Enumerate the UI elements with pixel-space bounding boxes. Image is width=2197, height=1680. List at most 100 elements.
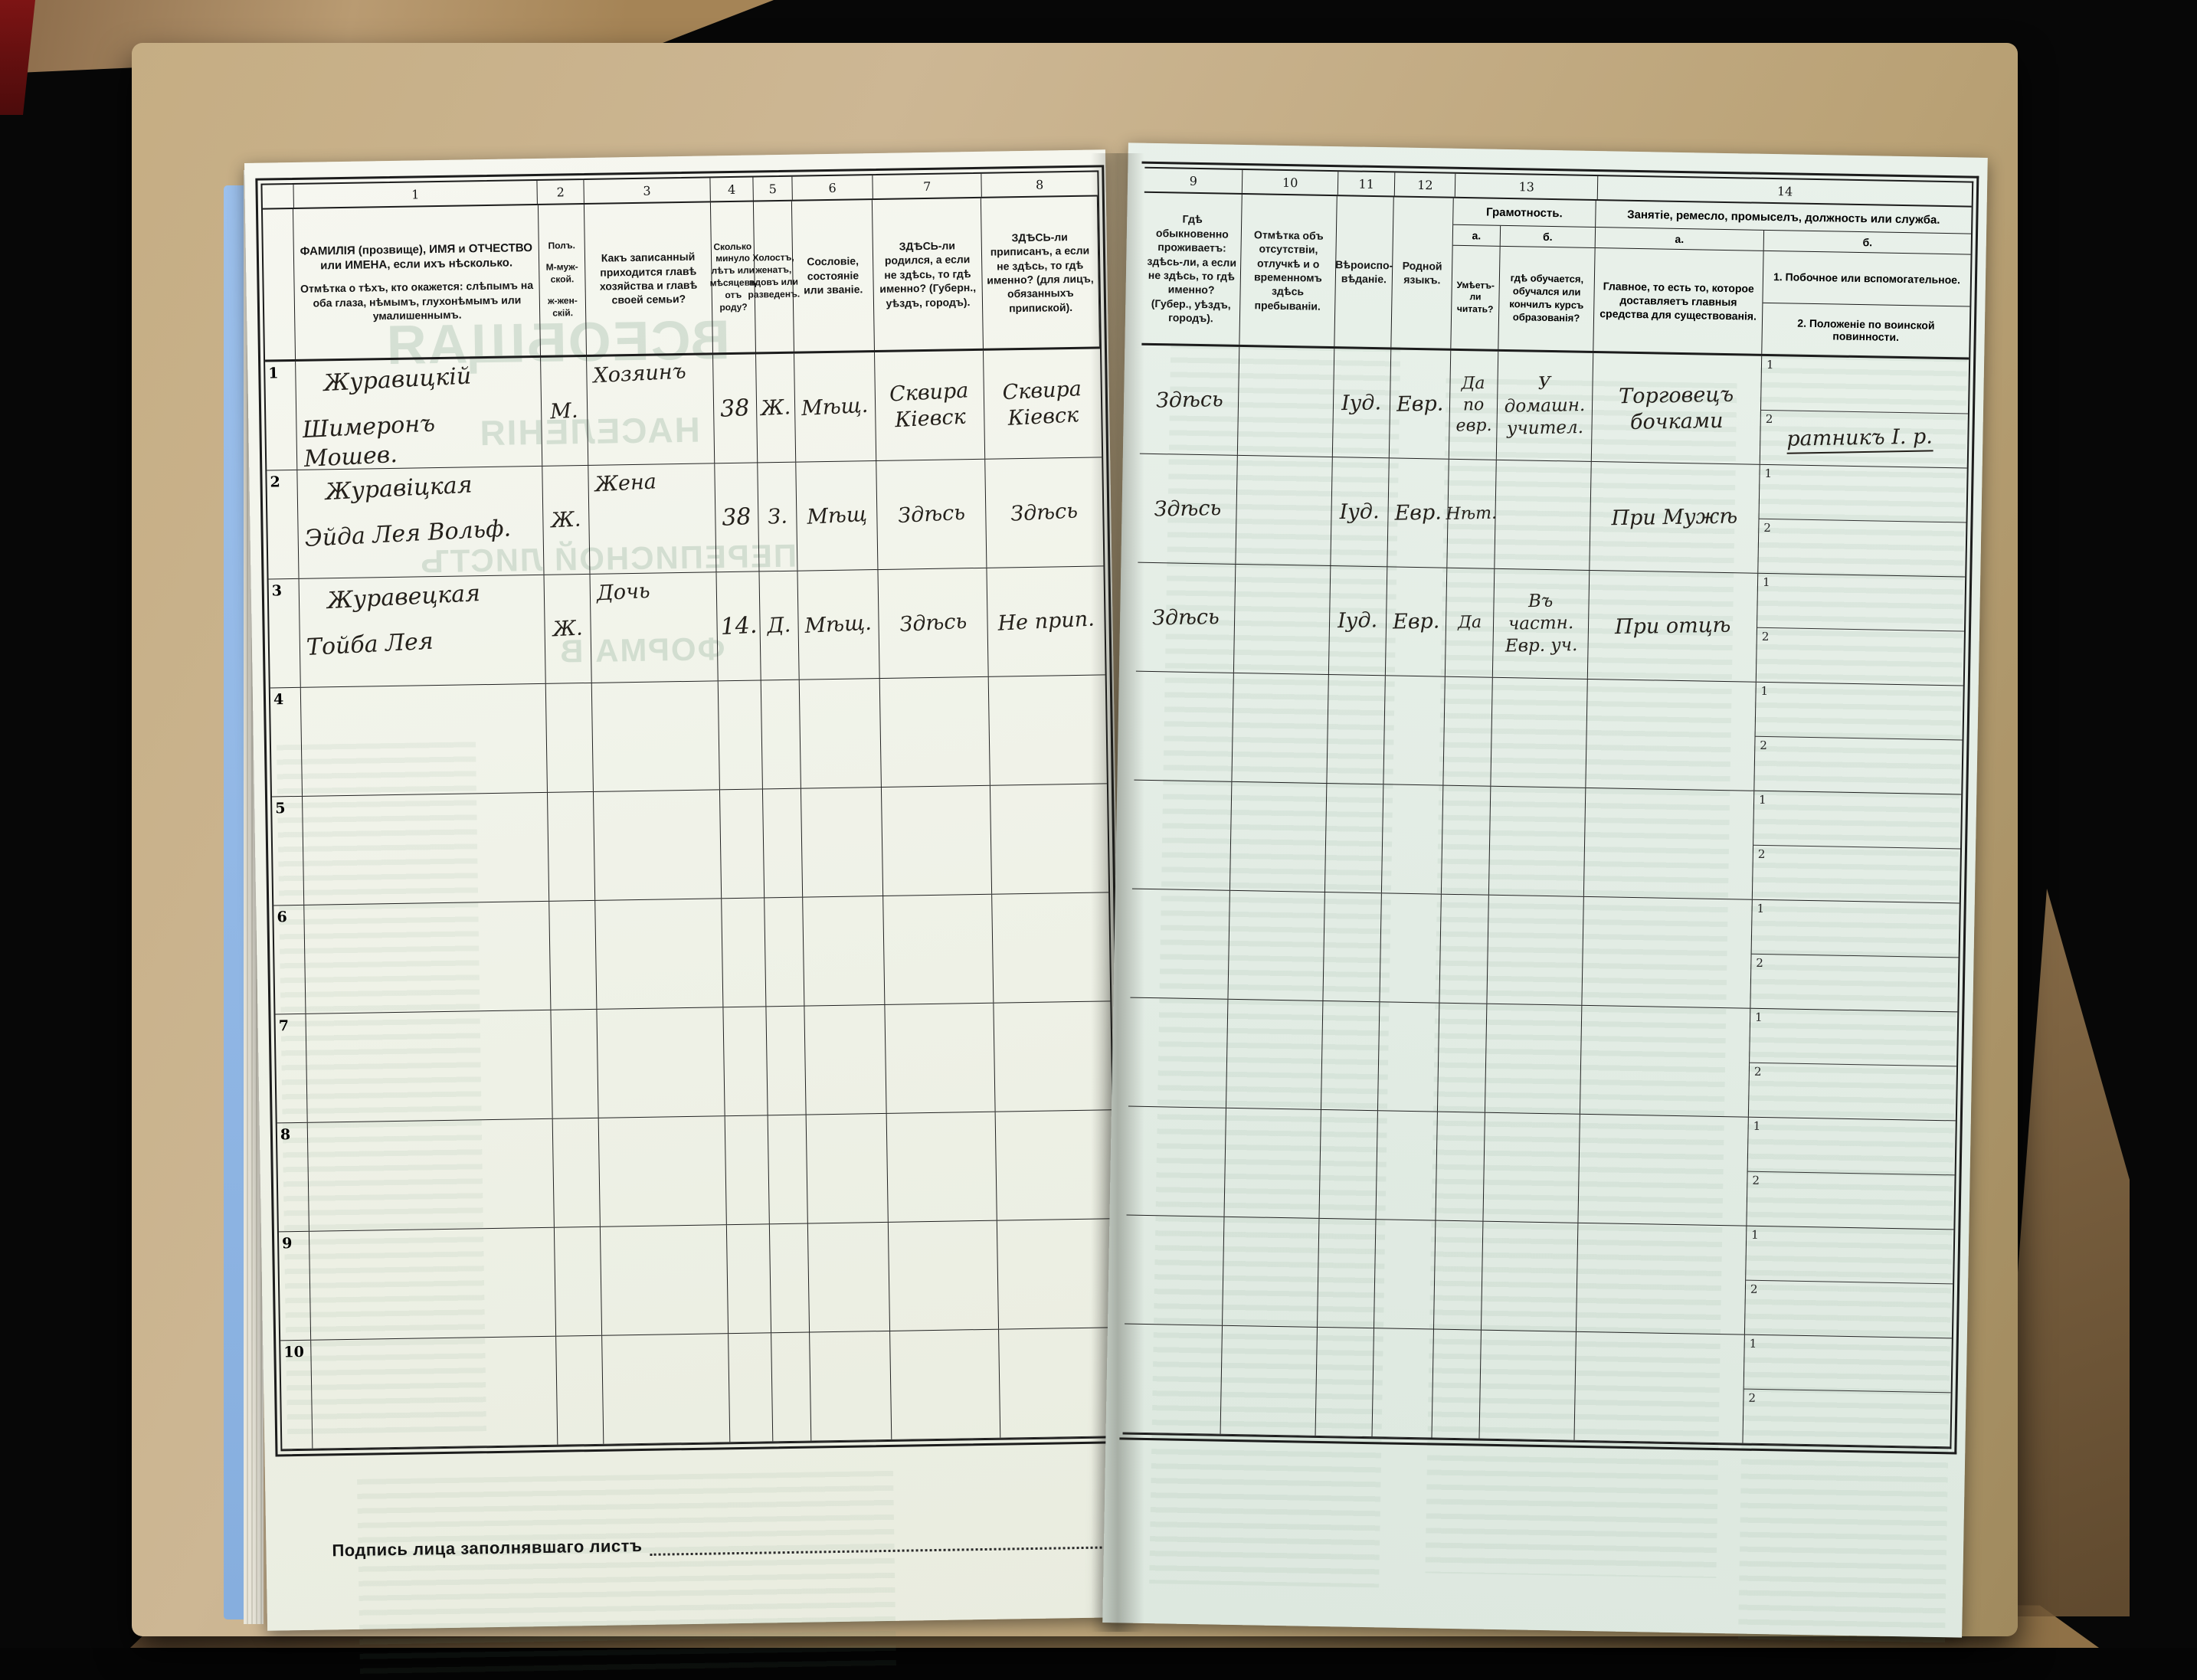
row-number: 2 xyxy=(270,473,280,491)
handwritten-residence: Здѣсь xyxy=(1155,387,1223,413)
row-number: 6 xyxy=(277,909,287,926)
row-number-cell: 7 xyxy=(275,1014,308,1123)
literacy-cell xyxy=(1436,1112,1485,1221)
absence-cell xyxy=(1223,1217,1320,1327)
birthplace-cell: Здѣсь xyxy=(876,459,987,570)
marital-cell xyxy=(762,788,804,898)
handwritten-surname xyxy=(332,902,542,913)
occupation-side-cell: 1 2 xyxy=(1757,573,1966,686)
right-page: 9 10 11 12 13 14 Гдѣ обыкновенно прожива… xyxy=(1102,142,1988,1644)
age-cell: 38 xyxy=(715,463,760,572)
census-table-left: 1 2 3 4 5 6 7 8 ФАМИЛІЯ (прозвище), ИМЯ … xyxy=(255,165,1125,1457)
handwritten-given-name: Тойба Лея xyxy=(306,627,434,661)
birthplace-cell xyxy=(890,1329,1001,1439)
handwritten-registration: Не прип. xyxy=(997,607,1095,636)
header-relation-column: Какъ записанный приходится главѣ хозяйст… xyxy=(584,202,713,355)
estate-cell xyxy=(804,1004,887,1115)
subrow-number-1: 1 xyxy=(1754,1010,1763,1024)
occupation-main-cell: При отцѣ xyxy=(1587,570,1759,682)
handwritten-residence: Здѣсь xyxy=(1154,496,1222,522)
handwritten-surname xyxy=(334,1011,545,1022)
occupation-main-cell xyxy=(1576,1223,1747,1335)
handwritten-religion: Іуд. xyxy=(1339,499,1380,524)
table-row-right: 1 2 xyxy=(1130,889,1960,1013)
handwritten-language: Евр. xyxy=(1396,391,1444,417)
handwritten-surname xyxy=(330,794,541,804)
literacy-cell xyxy=(1433,1220,1484,1330)
page-bleedthrough xyxy=(357,1470,897,1678)
absence-cell xyxy=(1228,890,1325,1000)
header-religion-column: Вѣроиспо-вѣданіе. xyxy=(1334,196,1394,348)
marital-cell xyxy=(765,897,805,1007)
registration-cell: Не прип. xyxy=(987,566,1105,676)
row-number: 5 xyxy=(275,800,286,817)
name-cell xyxy=(303,792,550,905)
handwritten-education: У домашн. учител. xyxy=(1504,374,1586,439)
row-number: 9 xyxy=(282,1235,293,1253)
row-number: 1 xyxy=(268,365,279,382)
subrow-number-2: 2 xyxy=(1757,847,1766,862)
religion-cell: Іуд. xyxy=(1332,349,1392,458)
handwritten-estate: Мѣщ. xyxy=(804,611,873,638)
handwritten-education: Въ частн. Евр. уч. xyxy=(1505,591,1578,657)
language-cell: Евр. xyxy=(1387,458,1449,568)
row-number-cell: 8 xyxy=(277,1122,309,1232)
table-row-right: Здѣсь Іуд. Евр. Да Въ частн. Евр. уч. Пр… xyxy=(1135,562,1966,686)
row-number-cell: 9 xyxy=(278,1231,312,1341)
table-row-right: Здѣсь Іуд. Евр. Нѣт. При Мужѣ 1 2 xyxy=(1138,454,1967,578)
row-number: 8 xyxy=(280,1126,291,1144)
row-number: 7 xyxy=(278,1017,290,1035)
birthplace-cell xyxy=(888,1220,1000,1331)
registration-cell: Здѣсь xyxy=(985,457,1103,567)
religion-cell xyxy=(1323,892,1382,1002)
religion-cell xyxy=(1327,675,1386,784)
header-literacy-b-label: б. xyxy=(1500,225,1596,249)
side-occupation-subrow: 1 xyxy=(1744,1335,1952,1393)
relation-cell: Дочь xyxy=(590,572,719,683)
religion-cell: Іуд. xyxy=(1331,457,1390,567)
side-occupation-subrow: 1 xyxy=(1757,573,1966,632)
name-cell xyxy=(309,1227,557,1340)
header-occupation-b1: 1. Побочное или вспомогательное. xyxy=(1763,251,1971,307)
residence-cell xyxy=(1130,889,1230,999)
sex-cell xyxy=(554,1226,603,1336)
subrow-number-1: 1 xyxy=(1766,357,1774,372)
literacy-cell xyxy=(1437,1003,1488,1112)
absence-cell xyxy=(1237,346,1335,457)
header-literacy-a: Умѣетъ-ли читать? xyxy=(1456,279,1495,315)
right-table-body: Здѣсь Іуд. Евр. Да по евр. У домашн. учи… xyxy=(1122,345,1969,1448)
occupation-main-cell: Торговецъ бочками xyxy=(1591,352,1763,464)
literacy-cell xyxy=(1443,676,1493,786)
handwritten-marital: Ж. xyxy=(760,395,791,421)
handwritten-relation: Хозяинъ xyxy=(592,359,687,388)
birthplace-cell: Сквира Кіевск xyxy=(875,350,986,461)
marital-cell xyxy=(768,1115,808,1224)
header-marital-column: Холостъ, женатъ, вдовъ или разведенъ. xyxy=(748,201,800,352)
handwritten-surname xyxy=(329,685,539,696)
literacy-cell xyxy=(1432,1329,1482,1439)
marital-cell: Д. xyxy=(759,571,800,680)
table-row-left: 4 xyxy=(270,675,1107,797)
sex-cell xyxy=(551,1009,599,1118)
marital-cell xyxy=(766,1006,807,1115)
column-number-4: 4 xyxy=(710,177,755,201)
military-status-subrow: 2 xyxy=(1758,519,1966,577)
subrow-number-2: 2 xyxy=(1765,411,1773,427)
subrow-number-2: 2 xyxy=(1760,738,1768,753)
occupation-main-cell xyxy=(1583,788,1755,899)
header-sex-column: Полъ. М-муж-ской. ж-жен-скій. xyxy=(538,204,588,355)
education-cell xyxy=(1495,460,1592,570)
sex-cell xyxy=(545,683,594,792)
age-cell: 38 xyxy=(713,354,758,463)
handwritten-given-name xyxy=(318,1354,550,1366)
registration-cell xyxy=(989,675,1107,784)
relation-cell xyxy=(591,681,720,791)
relation-cell xyxy=(600,1225,729,1335)
side-occupation-subrow: 1 xyxy=(1746,1226,1954,1285)
religion-cell xyxy=(1321,1000,1380,1111)
handwritten-literacy: Нѣт. xyxy=(1446,503,1498,524)
language-cell xyxy=(1381,784,1444,894)
handwritten-estate: Мѣщ. xyxy=(801,393,869,421)
occupation-main-cell xyxy=(1578,1114,1749,1226)
occupation-main-cell: При Мужѣ xyxy=(1590,461,1760,573)
